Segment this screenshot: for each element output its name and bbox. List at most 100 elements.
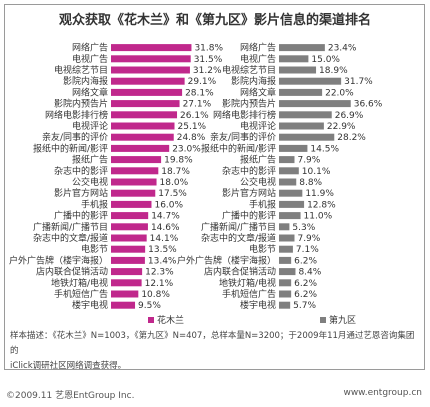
district9-legend-swatch [320,317,326,323]
mulan-value-label: 31.2% [193,66,222,76]
district9-category-label: 亲友/同事的评价 [210,131,276,143]
mulan-bar [111,111,178,119]
district9-category-label: 网络文章 [240,86,276,98]
mulan-bar [111,223,148,231]
district9-value-label: 5.3% [292,223,315,233]
mulan-bar [111,256,145,264]
district9-bar [279,122,324,130]
district9-bar [279,268,296,276]
mulan-category-label: 公交电视 [72,176,108,188]
district9-bar [279,77,342,85]
district9-category-label: 影片官方网站 [222,187,276,199]
district9-value-label: 6.2% [294,279,317,289]
mulan-bar [111,156,162,164]
mulan-value-label: 12.1% [145,279,174,289]
district9-category-label: 广播中的影评 [222,210,276,222]
district9-category-label: 杂志中的文章/报道 [201,232,276,244]
district9-category-label: 户外广告牌（楼宇海报） [177,254,276,266]
mulan-category-label: 店内联合促销活动 [36,266,108,278]
district9-bar [279,144,308,152]
district9-bar [279,88,323,96]
mulan-value-label: 26.1% [180,111,209,121]
district9-category-label: 电视评论 [240,120,276,132]
mulan-bar [111,301,136,309]
district9-category-label: 报纸广告 [240,154,276,166]
mulan-bar [111,279,142,287]
mulan-value-label: 13.5% [148,245,177,255]
district9-value-label: 11.0% [304,212,333,222]
mulan-category-label: 地铁灯箱/电视 [51,277,108,289]
district9-value-label: 6.2% [294,256,317,266]
district9-category-label: 杂志中的影评 [222,165,276,177]
district9-value-label: 12.8% [307,200,336,210]
mulan-bar [111,234,147,242]
district9-category-label: 电影节 [249,243,276,255]
mulan-value-label: 23.0% [172,144,201,154]
mulan-value-label: 14.1% [150,234,179,244]
mulan-value-label: 9.5% [138,301,161,311]
district9-category-label: 网络电影排行榜 [213,109,276,121]
district9-bar [279,66,317,74]
mulan-category-label: 广播中的影评 [54,210,108,222]
mulan-value-label: 29.1% [188,77,217,87]
district9-legend-label: 第九区 [329,314,356,326]
website-text: www.entgroup.cn [343,388,422,398]
mulan-category-label: 网络电影排行榜 [45,109,108,121]
mulan-category-label: 杂志中的影评 [54,165,108,177]
district9-value-label: 10.1% [302,167,331,177]
district9-value-label: 23.4% [328,44,357,54]
district9-category-label: 报纸中的新闻/影评 [201,142,276,154]
mulan-bar [111,66,190,74]
district9-bar [279,55,309,63]
district9-value-label: 5.7% [293,301,316,311]
district9-value-label: 6.2% [294,290,317,300]
district9-bar [279,44,325,52]
district9-value-label: 7.9% [297,156,320,166]
district9-bar [279,178,297,186]
mulan-bar [111,100,180,108]
mulan-value-label: 27.1% [183,100,212,110]
mulan-bar [111,290,139,298]
mulan-category-label: 网络广告 [72,42,108,54]
district9-value-label: 22.0% [325,88,354,98]
district9-bar [279,290,292,298]
district9-value-label: 26.9% [335,111,364,121]
mulan-bar [111,200,152,208]
mulan-bar [111,55,191,63]
mulan-category-label: 楼宇电视 [72,299,108,311]
district9-bar [279,111,332,119]
copyright-text: ©2009.11 艺恩EntGroup Inc. [6,391,135,401]
district9-category-label: 电视综艺节目 [222,64,276,76]
district9-value-label: 22.9% [327,122,356,132]
mulan-bar [111,167,159,175]
district9-category-label: 店内联合促销活动 [204,266,276,278]
mulan-bar [111,212,149,220]
district9-bar [279,156,295,164]
mulan-value-label: 16.0% [154,200,183,210]
mulan-value-label: 25.1% [178,122,207,132]
sample-note: 样本描述：《花木兰》N=1003，《第九区》N=407，总样本量N=3200；于… [10,329,415,374]
mulan-value-label: 28.1% [185,88,214,98]
district9-bar [279,301,291,309]
mulan-value-label: 17.5% [158,189,187,199]
district9-value-label: 31.7% [344,77,373,87]
sample-note-line-2: iClick调研社区网络调查获得。 [10,361,127,371]
mulan-bar [111,88,183,96]
district9-value-label: 8.8% [299,178,322,188]
district9-value-label: 7.1% [296,245,319,255]
district9-category-label: 手机报 [249,198,276,210]
district9-bar [279,167,299,175]
district9-category-label: 手机短信广告 [222,288,276,300]
chart-frame [4,4,425,370]
mulan-bar [111,77,185,85]
mulan-category-label: 网络文章 [72,86,108,98]
mulan-bar [111,122,175,130]
mulan-bar [111,268,143,276]
district9-category-label: 影院内海报 [231,75,276,87]
district9-value-label: 7.9% [297,234,320,244]
mulan-value-label: 31.8% [194,44,223,54]
sample-note-line-1: 样本描述：《花木兰》N=1003，《第九区》N=407，总样本量N=3200；于… [10,331,415,356]
mulan-bar [111,144,170,152]
